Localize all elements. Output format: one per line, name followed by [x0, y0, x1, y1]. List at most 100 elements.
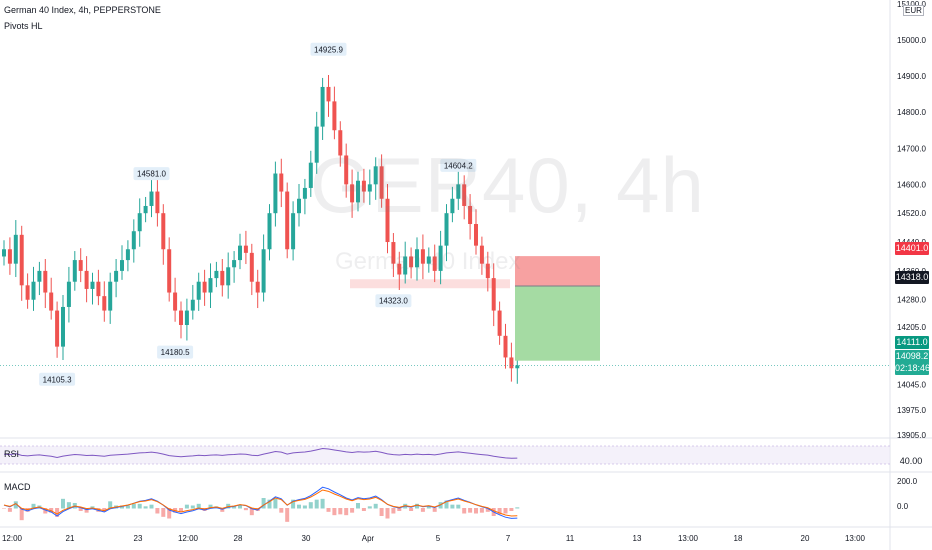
candle-body: [474, 224, 478, 246]
candle-body: [7, 249, 12, 264]
pivot-label-box: [39, 372, 76, 386]
macd-histogram-bar: [120, 505, 124, 509]
candle-body: [31, 281, 36, 300]
candle-body: [291, 213, 296, 250]
price-axis-tick: 14700.0: [897, 144, 926, 153]
macd-histogram-bar: [497, 508, 502, 515]
rsi-label[interactable]: RSI: [4, 449, 20, 459]
time-axis-tick: 13:00: [678, 534, 699, 543]
candle-body: [350, 184, 355, 203]
candle-body: [220, 270, 225, 286]
pivot-labels: 14925.9 14581.0 14604.2 14323.0 14180.5 14105…: [39, 42, 477, 386]
candle-body: [468, 205, 473, 225]
macd-histogram-bar: [291, 499, 296, 509]
time-axis-tick: 13: [633, 534, 642, 543]
price-axis-tick: 14045.0: [897, 381, 926, 390]
candle-body: [385, 198, 390, 243]
candle-body: [78, 260, 83, 271]
symbol-title[interactable]: German 40 Index, 4h, PEPPERSTONE: [4, 5, 161, 15]
macd-histogram-bar: [509, 508, 514, 511]
candle-body: [509, 357, 514, 369]
price-axis-tick: 13975.0: [897, 406, 926, 415]
macd-histogram-bar: [161, 508, 166, 517]
candle-body: [432, 256, 437, 271]
macd-histogram-bar: [361, 508, 366, 511]
macd-histogram-bar: [326, 508, 331, 512]
macd-histogram-bar: [314, 499, 319, 509]
pivot-label-box: [375, 294, 412, 308]
risk-zone[interactable]: [515, 256, 600, 287]
macd-pane[interactable]: 200.0 0.0: [2, 477, 918, 522]
target-price-tag: 14111.0: [895, 336, 929, 349]
candle-body: [273, 173, 278, 214]
candle-body: [49, 292, 54, 311]
candle-body: [373, 166, 378, 185]
macd-axis-tick: 0.0: [897, 502, 909, 511]
candle-body: [332, 101, 337, 131]
candle-body: [367, 184, 372, 192]
macd-histogram-bar: [149, 504, 154, 509]
candle-body: [338, 130, 343, 156]
time-axis-tick: 21: [66, 534, 75, 543]
candle-body: [179, 310, 183, 325]
candle-body: [438, 245, 443, 271]
macd-histogram-bar: [285, 508, 290, 522]
time-axis[interactable]: 12:00 21 23 12:00 28 30 Apr 5 7 11 13 13:00 18 20 13:0…: [2, 534, 866, 543]
macd-histogram-bar: [332, 508, 337, 516]
candle-body: [37, 270, 42, 282]
reward-zone[interactable]: [515, 286, 600, 361]
macd-histogram-bar: [66, 502, 71, 509]
indicator-label[interactable]: Pivots HL: [4, 21, 43, 31]
candle-body: [485, 263, 490, 279]
long-position-tool[interactable]: [515, 256, 600, 361]
stop-price-tag: 14401.0: [895, 242, 929, 255]
candle-body: [155, 191, 160, 214]
macd-label[interactable]: MACD: [4, 482, 31, 492]
candle-body: [2, 249, 6, 257]
pivot-label-box: [310, 42, 347, 56]
macd-histogram-bar: [479, 508, 484, 513]
macd-histogram-bar: [426, 506, 431, 509]
time-axis-tick: 11: [566, 534, 575, 543]
entry-price-tag: 14318.0: [895, 271, 929, 284]
macd-histogram-bar: [238, 504, 242, 509]
macd-histogram-bar: [7, 508, 12, 512]
macd-histogram-bar: [78, 508, 83, 511]
candle-body: [243, 245, 248, 253]
candle-body: [320, 86, 325, 127]
candle-body: [314, 126, 319, 163]
macd-axis-tick: 200.0: [897, 477, 918, 486]
support-band: [350, 279, 510, 289]
candle-body: [161, 213, 166, 250]
macd-histogram-bar: [379, 508, 384, 516]
currency-label[interactable]: EUR: [903, 5, 924, 16]
macd-histogram-bar: [432, 508, 437, 512]
time-axis-tick: 12:00: [2, 534, 23, 543]
candle-body: [55, 310, 60, 347]
macd-histogram-bar: [137, 503, 142, 509]
candle-body: [409, 256, 414, 268]
candle-body: [149, 191, 154, 206]
rsi-pane[interactable]: [0, 445, 890, 465]
macd-histogram-bar: [232, 506, 237, 509]
macd-histogram-bar: [297, 504, 301, 509]
macd-histogram-bar: [2, 508, 6, 509]
macd-histogram-bar: [43, 508, 48, 514]
pivot-label: 14925.9: [314, 45, 343, 54]
macd-histogram-bar: [444, 500, 449, 509]
candlestick-series[interactable]: [0, 75, 890, 384]
last-price-tag: 14098.2: [895, 350, 929, 363]
candle-body: [114, 270, 119, 282]
candle-body: [143, 205, 148, 214]
candle-body: [19, 234, 24, 286]
candle-body: [13, 234, 18, 264]
candle-body: [503, 335, 508, 358]
candle-body: [61, 306, 65, 347]
candle-body: [420, 249, 425, 264]
candle-body: [450, 198, 455, 214]
candle-body: [167, 249, 172, 293]
time-axis-tick: 13:00: [845, 534, 866, 543]
candle-body: [184, 310, 189, 325]
macd-histogram-bar: [108, 501, 113, 509]
